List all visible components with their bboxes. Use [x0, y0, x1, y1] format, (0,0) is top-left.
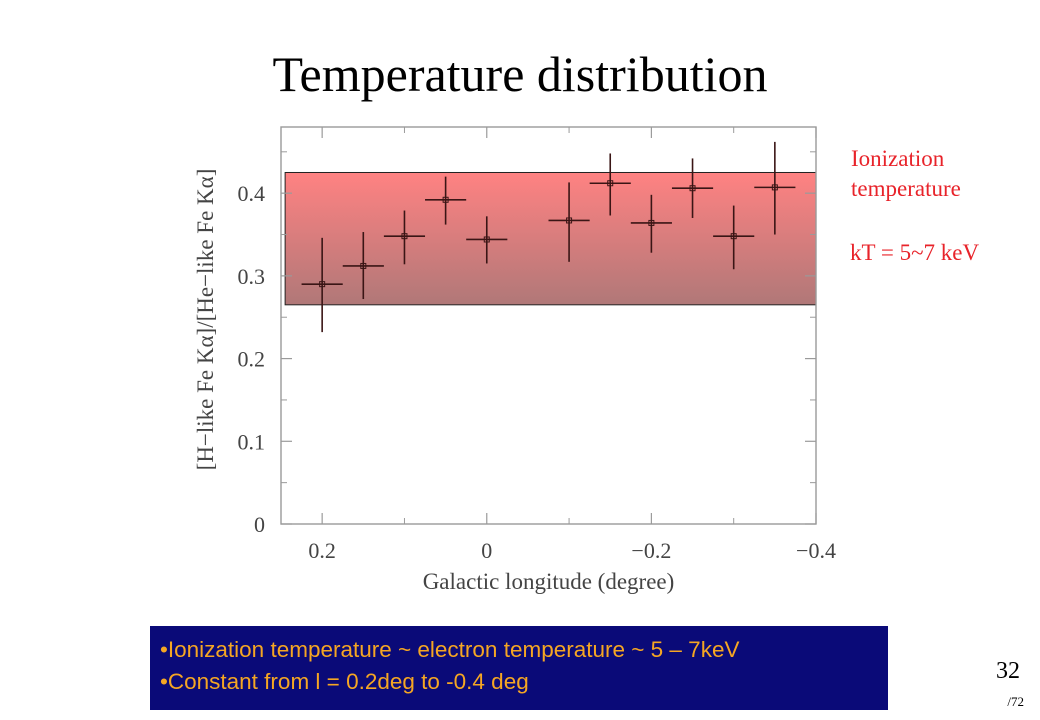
summary-line-1: •Ionization temperature ~ electron tempe… — [160, 637, 740, 662]
y-tick-label-4: 0.4 — [238, 181, 266, 206]
data-point-2 — [383, 210, 426, 265]
y-axis-label: [H−like Fe Kα]/[He−like Fe Kα] — [193, 169, 218, 471]
point-marker-1 — [360, 262, 367, 269]
x-tick-label-1: 0 — [481, 538, 492, 563]
x-axis-label: Galactic longitude (degree) — [423, 569, 675, 594]
summary-line-2: •Constant from l = 0.2deg to -0.4 deg — [160, 669, 529, 694]
ionization-temperature-annotation: Ionization temperature — [851, 144, 961, 204]
data-point-4 — [466, 216, 508, 264]
data-point-3 — [425, 176, 467, 225]
data-point-9 — [713, 205, 755, 270]
slide-title: Temperature distribution — [272, 46, 768, 102]
point-marker-0 — [319, 281, 326, 288]
page-total: /72 — [1007, 694, 1024, 709]
y-tick-label-3: 0.3 — [238, 264, 266, 289]
x-tick-label-2: −0.2 — [631, 538, 671, 563]
y-tick-label-1: 0.1 — [238, 429, 266, 454]
point-marker-10 — [771, 184, 778, 191]
plot-frame — [280, 126, 817, 525]
data-point-1 — [342, 232, 384, 300]
point-marker-6 — [607, 180, 614, 187]
temperature-band — [284, 171, 817, 306]
point-marker-7 — [648, 219, 655, 226]
data-point-10 — [754, 141, 796, 235]
point-marker-2 — [401, 233, 408, 240]
point-marker-3 — [442, 196, 449, 203]
kt-range-annotation: kT = 5~7 keV — [850, 240, 980, 265]
summary-box: •Ionization temperature ~ electron tempe… — [150, 626, 888, 710]
data-point-0 — [301, 237, 343, 333]
annotation-line-1: Ionization — [851, 146, 945, 171]
x-tick-label-0: 0.2 — [308, 538, 336, 563]
point-marker-4 — [483, 236, 490, 243]
y-tick-label-2: 0.2 — [238, 347, 266, 372]
data-point-8 — [671, 158, 714, 218]
point-marker-8 — [689, 185, 696, 192]
data-point-5 — [548, 182, 590, 262]
data-point-7 — [630, 194, 672, 253]
x-tick-label-3: −0.4 — [796, 538, 836, 563]
point-marker-5 — [566, 217, 573, 224]
page-number: 32 — [996, 658, 1020, 684]
annotation-line-2: temperature — [851, 176, 961, 201]
data-point-6 — [589, 153, 631, 216]
y-tick-label-0: 0 — [254, 512, 265, 537]
point-marker-9 — [730, 233, 737, 240]
